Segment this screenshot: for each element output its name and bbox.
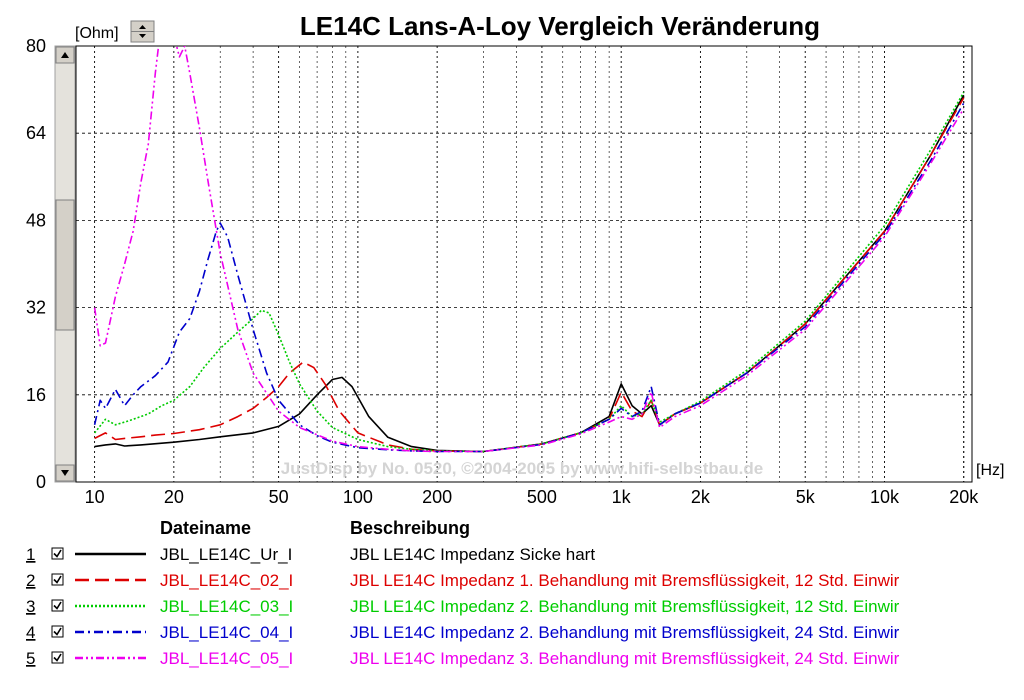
- legend-header-desc: Beschreibung: [350, 518, 470, 538]
- legend-description: JBL LE14C Impedanz 3. Behandlung mit Bre…: [350, 649, 900, 668]
- checkbox-check-icon: [53, 575, 62, 584]
- legend-description: JBL LE14C Impedanz Sicke hart: [350, 545, 595, 564]
- y-unit-spinner[interactable]: [130, 20, 155, 43]
- x-axis-unit: [Hz]: [976, 462, 1004, 479]
- series-line-3: [93, 91, 965, 453]
- legend-checkbox[interactable]: [51, 651, 64, 664]
- y-tick-label: 32: [26, 298, 46, 318]
- plot-area: [75, 45, 973, 483]
- series-line-5: [93, 46, 965, 453]
- watermark-text: JustDisp by No. 0520, ©2004-2005 by www.…: [281, 459, 763, 478]
- x-tick-label: 20: [164, 487, 184, 507]
- x-tick-label: 100: [343, 487, 373, 507]
- checkbox-check-icon: [53, 601, 62, 610]
- legend-description: JBL LE14C Impedanz 2. Behandlung mit Bre…: [350, 597, 900, 616]
- y-tick-label: 80: [26, 36, 46, 56]
- series-line-4: [93, 102, 965, 453]
- checkbox-check-icon: [53, 653, 62, 662]
- spinner-up-icon[interactable]: [139, 25, 146, 29]
- checkbox-check-icon: [53, 549, 62, 558]
- scroll-up-arrow-icon: [61, 52, 69, 58]
- chart-title: LE14C Lans-A-Loy Vergleich Veränderung: [300, 11, 820, 41]
- x-tick-label: 5k: [796, 487, 816, 507]
- scroll-thumb[interactable]: [55, 199, 75, 331]
- legend-row-number[interactable]: 2: [26, 571, 35, 590]
- y-axis-ticks: 0 16 32 48 64 80: [26, 36, 46, 492]
- legend-row-number[interactable]: 4: [26, 623, 35, 642]
- legend-row-number[interactable]: 1: [26, 545, 35, 564]
- y-axis-unit: [Ohm]: [75, 25, 119, 42]
- legend-row-number[interactable]: 5: [26, 649, 35, 668]
- legend-checkbox[interactable]: [51, 625, 64, 638]
- x-tick-label: 2k: [691, 487, 711, 507]
- series-group: [93, 46, 965, 453]
- legend-filename: JBL_LE14C_03_I: [160, 597, 293, 616]
- x-axis-ticks: 10 20 50 100 200 500 1k 2k 5k 10k 20k: [85, 487, 980, 507]
- legend-description: JBL LE14C Impedanz 1. Behandlung mit Bre…: [350, 571, 900, 590]
- y-tick-label: 0: [36, 472, 46, 492]
- y-tick-label: 16: [26, 385, 46, 405]
- y-scrollbar[interactable]: [54, 45, 76, 483]
- legend-checkbox[interactable]: [51, 599, 64, 612]
- legend: 1 JBL_LE14C_Ur_I JBL LE14C Impedanz Sicke …: [26, 545, 900, 668]
- x-tick-label: 10: [85, 487, 105, 507]
- legend-header-file: Dateiname: [160, 518, 251, 538]
- spinner-down-icon[interactable]: [139, 34, 146, 38]
- scroll-down-arrow-icon: [61, 470, 69, 476]
- x-tick-label: 1k: [612, 487, 632, 507]
- x-tick-label: 50: [269, 487, 289, 507]
- x-tick-label: 200: [422, 487, 452, 507]
- grid: [76, 46, 972, 482]
- legend-filename: JBL_LE14C_Ur_I: [160, 545, 292, 564]
- legend-row-number[interactable]: 3: [26, 597, 35, 616]
- legend-checkbox[interactable]: [51, 573, 64, 586]
- x-tick-label: 20k: [949, 487, 979, 507]
- legend-checkbox[interactable]: [51, 547, 64, 560]
- legend-filename: JBL_LE14C_04_I: [160, 623, 293, 642]
- legend-filename: JBL_LE14C_05_I: [160, 649, 293, 668]
- legend-filename: JBL_LE14C_02_I: [160, 571, 293, 590]
- checkbox-check-icon: [53, 627, 62, 636]
- y-tick-label: 48: [26, 210, 46, 230]
- x-tick-label: 500: [527, 487, 557, 507]
- legend-description: JBL LE14C Impedanz 2. Behandlung mit Bre…: [350, 623, 900, 642]
- x-tick-label: 10k: [870, 487, 900, 507]
- y-tick-label: 64: [26, 123, 46, 143]
